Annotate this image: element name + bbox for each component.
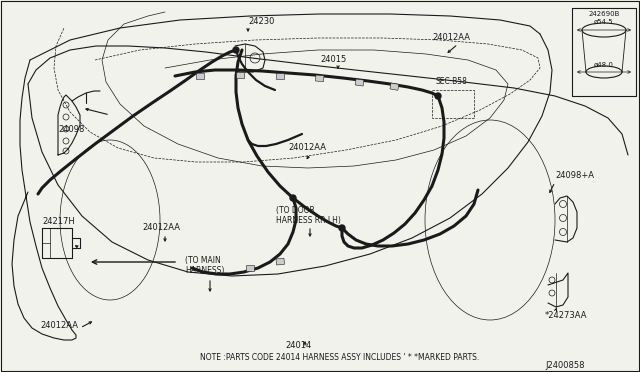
Text: 24230: 24230 [248,17,275,26]
Text: NOTE :PARTS CODE 24014 HARNESS ASSY INCLUDES ' * *MARKED PARTS.: NOTE :PARTS CODE 24014 HARNESS ASSY INCL… [200,353,479,362]
Bar [276,258,285,265]
Text: (TO MAIN: (TO MAIN [185,256,221,264]
Text: 24012AA: 24012AA [288,144,326,153]
Bar [276,73,284,79]
Text: 242690B: 242690B [588,11,620,17]
Text: ø54.5: ø54.5 [594,19,614,25]
Bar [196,73,204,79]
Circle shape [233,47,239,53]
Text: HARNESS RR LH): HARNESS RR LH) [276,215,341,224]
Text: 24098+A: 24098+A [555,170,594,180]
Text: *24273AA: *24273AA [545,311,588,320]
Text: SEC.B58: SEC.B58 [435,77,467,87]
Text: ø48.0: ø48.0 [594,62,614,68]
Text: 24217H: 24217H [42,218,75,227]
Bar [246,265,254,271]
Text: 24014: 24014 [285,340,311,350]
Bar [432,90,474,118]
Text: HARNESS): HARNESS) [185,266,225,275]
Text: 24012AA: 24012AA [142,224,180,232]
Bar [390,83,399,90]
Bar [355,79,364,86]
Text: 24098: 24098 [58,125,84,135]
Circle shape [290,195,296,201]
Text: 24012AA: 24012AA [432,33,470,42]
Text: 24012AA: 24012AA [40,321,78,330]
Text: 24015: 24015 [320,55,346,64]
Circle shape [435,93,441,99]
Text: J2400858: J2400858 [545,360,585,369]
Bar [316,75,324,82]
Bar [236,72,244,78]
Circle shape [339,225,345,231]
Text: (TO DOOR: (TO DOOR [276,205,315,215]
